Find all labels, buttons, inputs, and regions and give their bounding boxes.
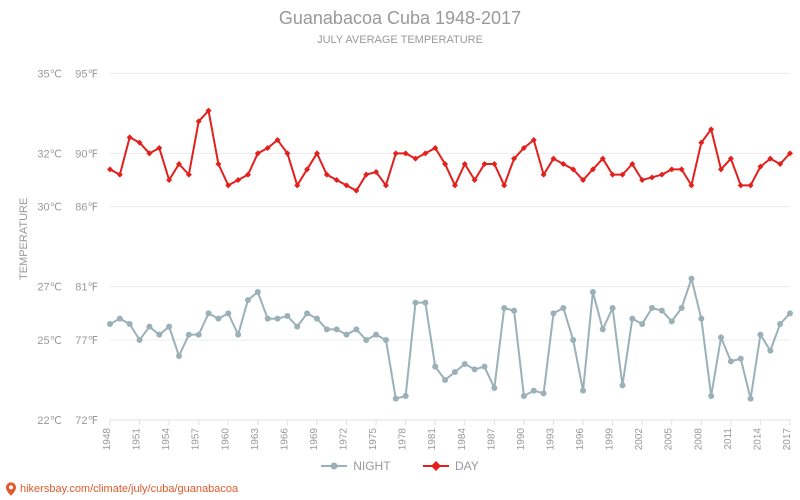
svg-text:2005: 2005	[664, 428, 675, 451]
svg-text:81℉: 81℉	[75, 282, 98, 294]
svg-text:1963: 1963	[250, 428, 261, 451]
svg-text:1972: 1972	[339, 428, 350, 451]
chart-title: Guanabacoa Cuba 1948-2017	[0, 8, 800, 29]
svg-text:1990: 1990	[516, 428, 527, 451]
svg-text:72℉: 72℉	[75, 415, 98, 427]
svg-text:1960: 1960	[220, 428, 231, 451]
svg-text:27℃: 27℃	[37, 282, 62, 294]
svg-text:77℉: 77℉	[75, 335, 98, 347]
svg-text:32℃: 32℃	[37, 148, 62, 160]
svg-text:1984: 1984	[457, 428, 468, 451]
legend-item-night: NIGHT	[321, 459, 390, 473]
svg-text:1999: 1999	[605, 428, 616, 451]
footer-text: hikersbay.com/climate/july/cuba/guanabac…	[20, 483, 238, 495]
legend-label-day: DAY	[455, 459, 479, 473]
legend-swatch-day	[423, 465, 449, 467]
svg-text:1975: 1975	[368, 428, 379, 451]
svg-text:95℉: 95℉	[75, 68, 98, 80]
legend-label-night: NIGHT	[353, 459, 390, 473]
svg-text:2011: 2011	[723, 428, 734, 450]
svg-text:30℃: 30℃	[37, 202, 62, 214]
svg-text:90℉: 90℉	[75, 148, 98, 160]
legend-item-day: DAY	[423, 459, 479, 473]
svg-text:2002: 2002	[634, 428, 645, 451]
y-axis-label: TEMPERATURE	[18, 198, 30, 280]
chart-container: Guanabacoa Cuba 1948-2017 JULY AVERAGE T…	[0, 0, 800, 500]
svg-text:1951: 1951	[132, 428, 143, 451]
svg-text:1987: 1987	[486, 428, 497, 451]
chart-plot: 22℃ 72℉ 25℃ 77℉ 27℃ 81℉ 30℃ 86℉ 32℃ 90℉ 35℃ 95℉ 1948…	[0, 0, 800, 500]
svg-text:1969: 1969	[309, 428, 320, 451]
svg-text:2014: 2014	[752, 428, 763, 451]
footer: hikersbay.com/climate/july/cuba/guanabac…	[6, 482, 238, 496]
svg-text:86℉: 86℉	[75, 202, 98, 214]
svg-text:1993: 1993	[545, 428, 556, 451]
svg-text:35℃: 35℃	[37, 68, 62, 80]
svg-text:1954: 1954	[161, 428, 172, 451]
legend: NIGHT DAY	[0, 454, 800, 473]
svg-text:25℃: 25℃	[37, 335, 62, 347]
svg-text:1966: 1966	[279, 428, 290, 451]
svg-text:2017: 2017	[782, 428, 793, 451]
svg-text:1948: 1948	[102, 428, 113, 451]
svg-text:2008: 2008	[693, 428, 704, 451]
legend-swatch-night	[321, 465, 347, 467]
map-pin-icon	[6, 482, 16, 496]
svg-text:22℃: 22℃	[37, 415, 62, 427]
svg-text:1978: 1978	[398, 428, 409, 451]
chart-subtitle: JULY AVERAGE TEMPERATURE	[0, 34, 800, 46]
svg-text:1957: 1957	[191, 428, 202, 451]
svg-text:1981: 1981	[427, 428, 438, 451]
svg-text:1996: 1996	[575, 428, 586, 451]
